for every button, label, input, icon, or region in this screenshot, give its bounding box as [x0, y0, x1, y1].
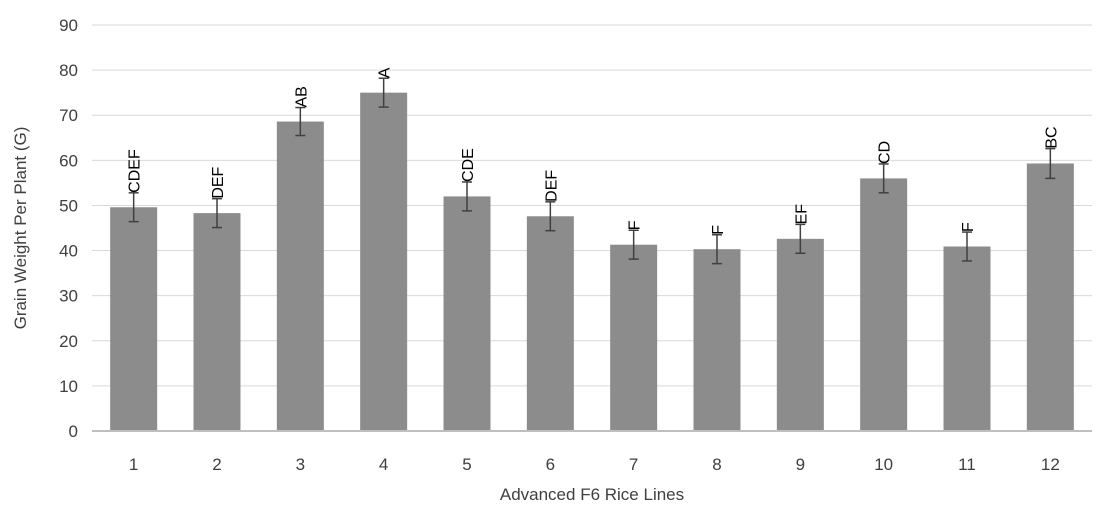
bar — [610, 244, 658, 431]
bar — [526, 216, 574, 431]
y-axis-ticks: 0 10 20 30 40 50 60 70 80 90 — [59, 16, 78, 441]
bar — [776, 238, 824, 431]
significance-label: CD — [877, 141, 894, 164]
x-tick-label: 8 — [712, 455, 721, 474]
significance-labels: CDEF DEF AB A CDE DEF F F EF CD F BC — [127, 67, 1061, 235]
y-tick-label: 10 — [59, 377, 78, 396]
y-tick-label: 70 — [59, 106, 78, 125]
x-tick-label: 12 — [1041, 455, 1060, 474]
gridlines — [92, 24, 1092, 387]
significance-label: DEF — [543, 170, 560, 202]
y-tick-label: 30 — [59, 287, 78, 306]
bar — [110, 207, 158, 431]
x-tick-label: 1 — [129, 455, 138, 474]
x-tick-label: 7 — [629, 455, 638, 474]
error-bars — [128, 77, 1056, 265]
significance-label: DEF — [210, 166, 227, 198]
x-tick-label: 10 — [874, 455, 893, 474]
bar — [1026, 163, 1074, 432]
bar — [360, 92, 408, 432]
x-tick-label: 2 — [212, 455, 221, 474]
bar — [443, 196, 491, 431]
y-tick-label: 60 — [59, 151, 78, 170]
bar — [193, 213, 241, 431]
bar — [860, 178, 908, 431]
significance-label: F — [627, 220, 644, 230]
bar — [943, 246, 991, 431]
x-tick-label: 5 — [462, 455, 471, 474]
y-tick-label: 90 — [59, 16, 78, 35]
significance-label: CDEF — [127, 149, 144, 193]
x-tick-label: 4 — [379, 455, 388, 474]
y-tick-label: 50 — [59, 196, 78, 215]
bars — [110, 92, 1074, 432]
y-tick-label: 0 — [69, 422, 78, 441]
x-tick-label: 6 — [546, 455, 555, 474]
bar — [276, 121, 324, 431]
significance-label: F — [960, 222, 977, 232]
significance-label: EF — [793, 204, 810, 225]
bar — [693, 249, 741, 431]
x-tick-label: 3 — [296, 455, 305, 474]
significance-label: BC — [1043, 126, 1060, 148]
x-tick-label: 9 — [796, 455, 805, 474]
x-axis-title: Advanced F6 Rice Lines — [500, 485, 684, 504]
y-tick-label: 40 — [59, 242, 78, 261]
y-tick-label: 80 — [59, 61, 78, 80]
significance-label: A — [377, 67, 394, 78]
x-axis-ticks: 1 2 3 4 5 6 7 8 9 10 11 12 — [129, 455, 1060, 474]
significance-label: CDE — [460, 148, 477, 182]
significance-label: F — [710, 225, 727, 235]
y-tick-label: 20 — [59, 332, 78, 351]
significance-label: AB — [293, 86, 310, 107]
x-tick-label: 11 — [958, 455, 976, 474]
y-axis-title: Grain Weight Per Plant (G) — [11, 127, 30, 330]
